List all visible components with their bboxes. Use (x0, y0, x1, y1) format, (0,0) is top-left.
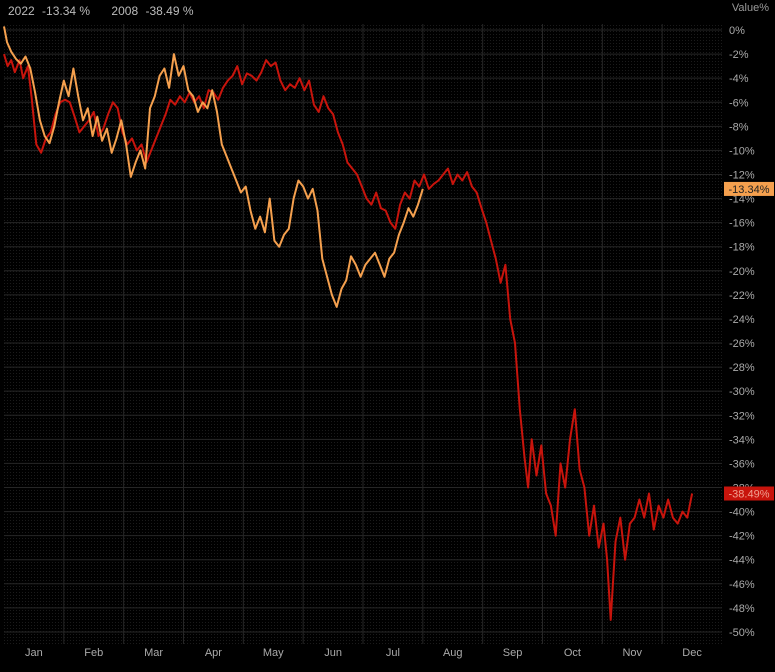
y-tick-label: -10% (729, 145, 755, 157)
y-tick-label: -24% (729, 314, 755, 326)
x-tick-label: Aug (443, 647, 463, 659)
legend-series-1-name: 2022 (8, 4, 35, 18)
legend-series-1-value: -13.34 % (42, 4, 91, 18)
y-tick-label: -40% (729, 507, 755, 519)
y-tick-label: -6% (729, 97, 749, 109)
y-tick-label: -14% (729, 194, 755, 206)
y-tick-label: -18% (729, 242, 755, 254)
y-tick-label: -16% (729, 218, 755, 230)
svg-text:-38.49%: -38.49% (729, 489, 770, 501)
y-tick-label: -8% (729, 121, 749, 133)
y-tick-label: -28% (729, 362, 755, 374)
y-axis-unit-label: Value% (731, 2, 769, 14)
y-tick-label: -22% (729, 290, 755, 302)
y-tick-label: -50% (729, 627, 755, 639)
x-tick-label: May (263, 647, 284, 659)
legend-series-2-value: -38.49 % (145, 4, 194, 18)
x-tick-label: Feb (84, 647, 103, 659)
legend-series-2-name: 2008 (111, 4, 139, 18)
x-tick-label: Dec (682, 647, 702, 659)
y-tick-label: -32% (729, 410, 755, 422)
y-tick-label: -2% (729, 49, 749, 61)
y-tick-label: -48% (729, 603, 755, 615)
y-tick-label: -4% (729, 73, 749, 85)
series-line-2008 (3, 53, 694, 621)
y-tick-label: -44% (729, 555, 755, 567)
y-tick-label: -46% (729, 579, 755, 591)
y-tick-label: -12% (729, 169, 755, 181)
x-tick-label: Jul (386, 647, 400, 659)
y-tick-label: 0% (729, 25, 745, 37)
y-tick-label: -20% (729, 266, 755, 278)
y-tick-label: -34% (729, 434, 755, 446)
x-tick-label: Mar (144, 647, 163, 659)
legend: 2022 -13.34 % 2008 -38.49 % (8, 4, 212, 18)
svg-text:-13.34%: -13.34% (729, 184, 770, 196)
series-line-2022 (3, 26, 424, 308)
x-tick-label: Apr (205, 647, 222, 659)
x-tick-label: Sep (503, 647, 523, 659)
y-tick-label: -26% (729, 338, 755, 350)
last-value-label-2022: -13.34% (724, 181, 774, 196)
last-value-label-2008: -38.49% (724, 486, 774, 501)
y-tick-label: -42% (729, 531, 755, 543)
x-tick-label: Jun (324, 647, 342, 659)
x-tick-label: Nov (622, 647, 642, 659)
x-tick-label: Jan (25, 647, 43, 659)
x-tick-label: Oct (564, 647, 581, 659)
y-tick-label: -36% (729, 458, 755, 470)
y-tick-label: -30% (729, 386, 755, 398)
